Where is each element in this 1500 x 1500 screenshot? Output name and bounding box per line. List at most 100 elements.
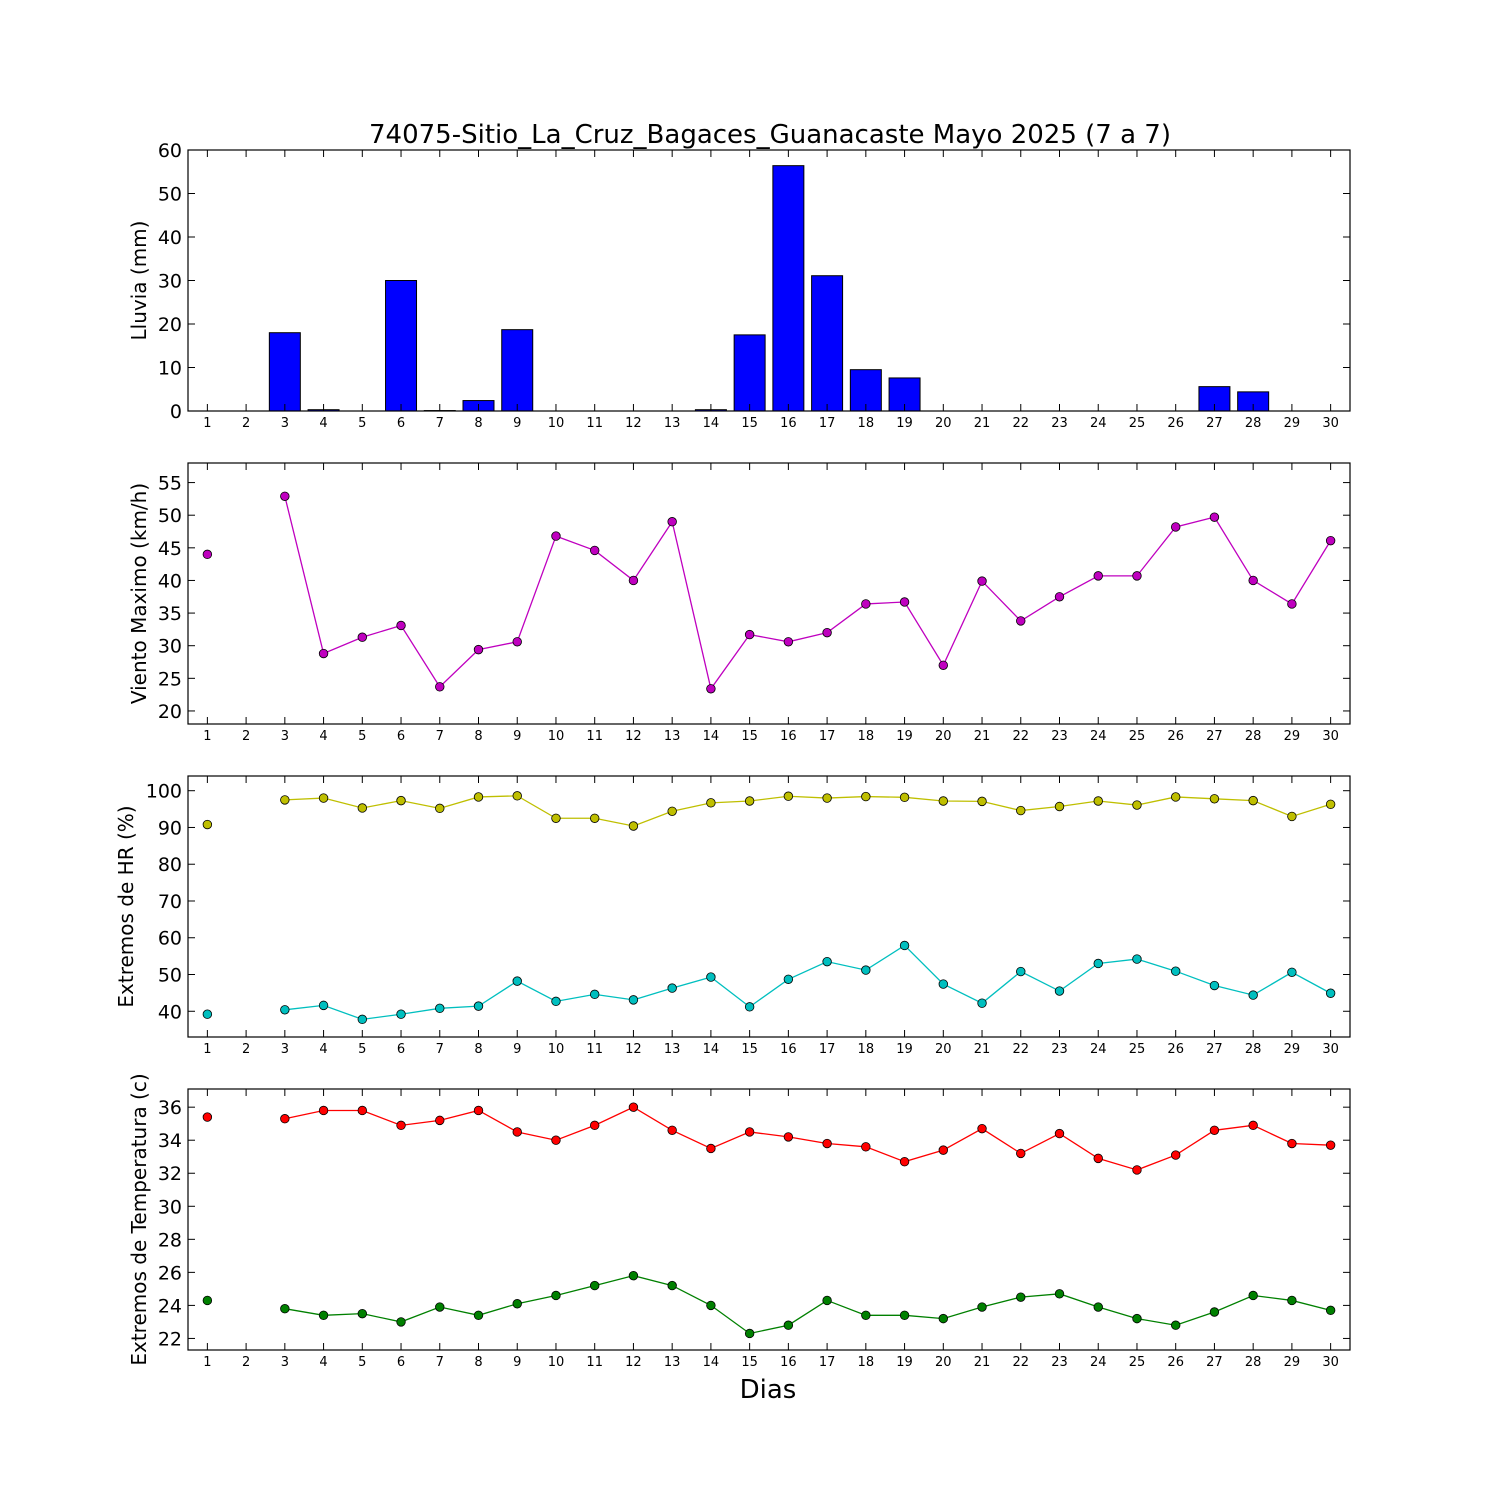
data-point [318, 1105, 329, 1116]
axes-frame [187, 462, 1351, 725]
x-tick-label: 6 [397, 1042, 405, 1057]
data-point [1248, 575, 1258, 586]
data-point [706, 1300, 716, 1311]
data-point [1093, 796, 1103, 806]
x-tick-label: 19 [896, 1042, 913, 1057]
data-point [667, 806, 677, 816]
x-tick-label: 28 [1245, 1355, 1262, 1370]
data-point [783, 1320, 794, 1330]
data-point [473, 1310, 484, 1321]
x-tick-label: 23 [1051, 1355, 1068, 1370]
data-point [473, 1001, 484, 1011]
y-tick-label: 32 [158, 1163, 182, 1185]
y-axis-label: Extremos de HR (%) [114, 805, 138, 1007]
x-tick-label: 10 [548, 729, 565, 744]
y-tick-label: 28 [158, 1229, 182, 1251]
data-point [512, 637, 522, 647]
data-point [1054, 1289, 1065, 1299]
data-point [1132, 800, 1142, 810]
data-point [590, 545, 600, 556]
x-tick-label: 2 [242, 1355, 250, 1370]
x-tick-label: 27 [1206, 1042, 1223, 1057]
data-point [1054, 986, 1065, 996]
x-tick-label: 11 [586, 416, 603, 431]
y-tick-label: 50 [158, 505, 182, 527]
data-point [318, 1310, 329, 1321]
data-point [977, 1302, 987, 1312]
data-point [783, 974, 794, 984]
data-point [744, 629, 755, 640]
data-point [396, 1317, 406, 1327]
data-point [1209, 1125, 1220, 1135]
data-point [1325, 1140, 1336, 1150]
x-tick-label: 12 [625, 416, 642, 431]
x-tick-label: 13 [664, 1042, 681, 1057]
x-tick-label: 3 [281, 1042, 289, 1057]
data-point [1287, 599, 1297, 609]
x-tick-label: 4 [319, 1042, 327, 1057]
x-tick-label: 15 [741, 416, 758, 431]
x-tick-label: 17 [819, 729, 836, 744]
y-tick-label: 40 [158, 1001, 182, 1023]
x-tick-label: 13 [664, 416, 681, 431]
x-tick-label: 11 [586, 729, 603, 744]
data-point [512, 976, 522, 986]
x-tick-label: 4 [319, 416, 327, 431]
data-point [1016, 966, 1026, 977]
data-point [318, 1000, 329, 1011]
data-point [861, 965, 871, 975]
y-tick-label: 30 [158, 636, 182, 658]
data-point [938, 1145, 949, 1155]
x-tick-label: 30 [1322, 416, 1339, 431]
data-point [744, 796, 755, 806]
x-tick-label: 3 [281, 1355, 289, 1370]
data-point [1325, 799, 1336, 810]
data-point [1287, 811, 1297, 822]
x-tick-label: 18 [858, 729, 875, 744]
y-tick-label: 80 [158, 854, 182, 876]
data-point [1170, 792, 1181, 802]
data-point [667, 983, 677, 993]
x-tick-label: 5 [358, 729, 366, 744]
data-point [396, 1120, 406, 1131]
x-tick-label: 2 [242, 416, 250, 431]
y-tick-label: 20 [158, 701, 182, 723]
data-point [1209, 512, 1220, 522]
data-point [861, 599, 871, 609]
x-tick-label: 19 [896, 1355, 913, 1370]
data-point [1170, 1150, 1181, 1160]
x-tick-label: 23 [1051, 729, 1068, 744]
data-point [473, 1105, 484, 1116]
y-tick-label: 10 [158, 358, 182, 380]
data-point [551, 813, 561, 823]
x-tick-label: 20 [935, 1355, 952, 1370]
data-point [899, 940, 910, 951]
y-axis-label: Viento Maximo (km/h) [127, 483, 151, 704]
y-tick-label: 60 [158, 928, 182, 950]
data-point [590, 1120, 600, 1131]
x-tick-label: 25 [1129, 729, 1146, 744]
y-tick-label: 90 [158, 817, 182, 839]
x-tick-label: 26 [1167, 1042, 1184, 1057]
x-tick-label: 9 [513, 1042, 521, 1057]
bar-mark [501, 329, 534, 412]
x-tick-label: 2 [242, 729, 250, 744]
series-line [284, 1274, 1331, 1335]
x-tick-label: 8 [474, 1355, 482, 1370]
data-point [899, 1310, 910, 1321]
data-point [280, 1005, 290, 1015]
data-point [1287, 967, 1297, 978]
data-point [1248, 1290, 1258, 1301]
data-point [357, 803, 368, 813]
data-point [977, 1123, 987, 1134]
y-tick-label: 50 [158, 965, 182, 987]
data-point [318, 793, 329, 803]
x-tick-label: 15 [741, 729, 758, 744]
data-point [357, 632, 368, 642]
x-tick-label: 14 [703, 1042, 720, 1057]
x-tick-label: 9 [513, 729, 521, 744]
data-point [1132, 1165, 1142, 1175]
data-point [551, 1290, 561, 1301]
x-tick-label: 4 [319, 1355, 327, 1370]
